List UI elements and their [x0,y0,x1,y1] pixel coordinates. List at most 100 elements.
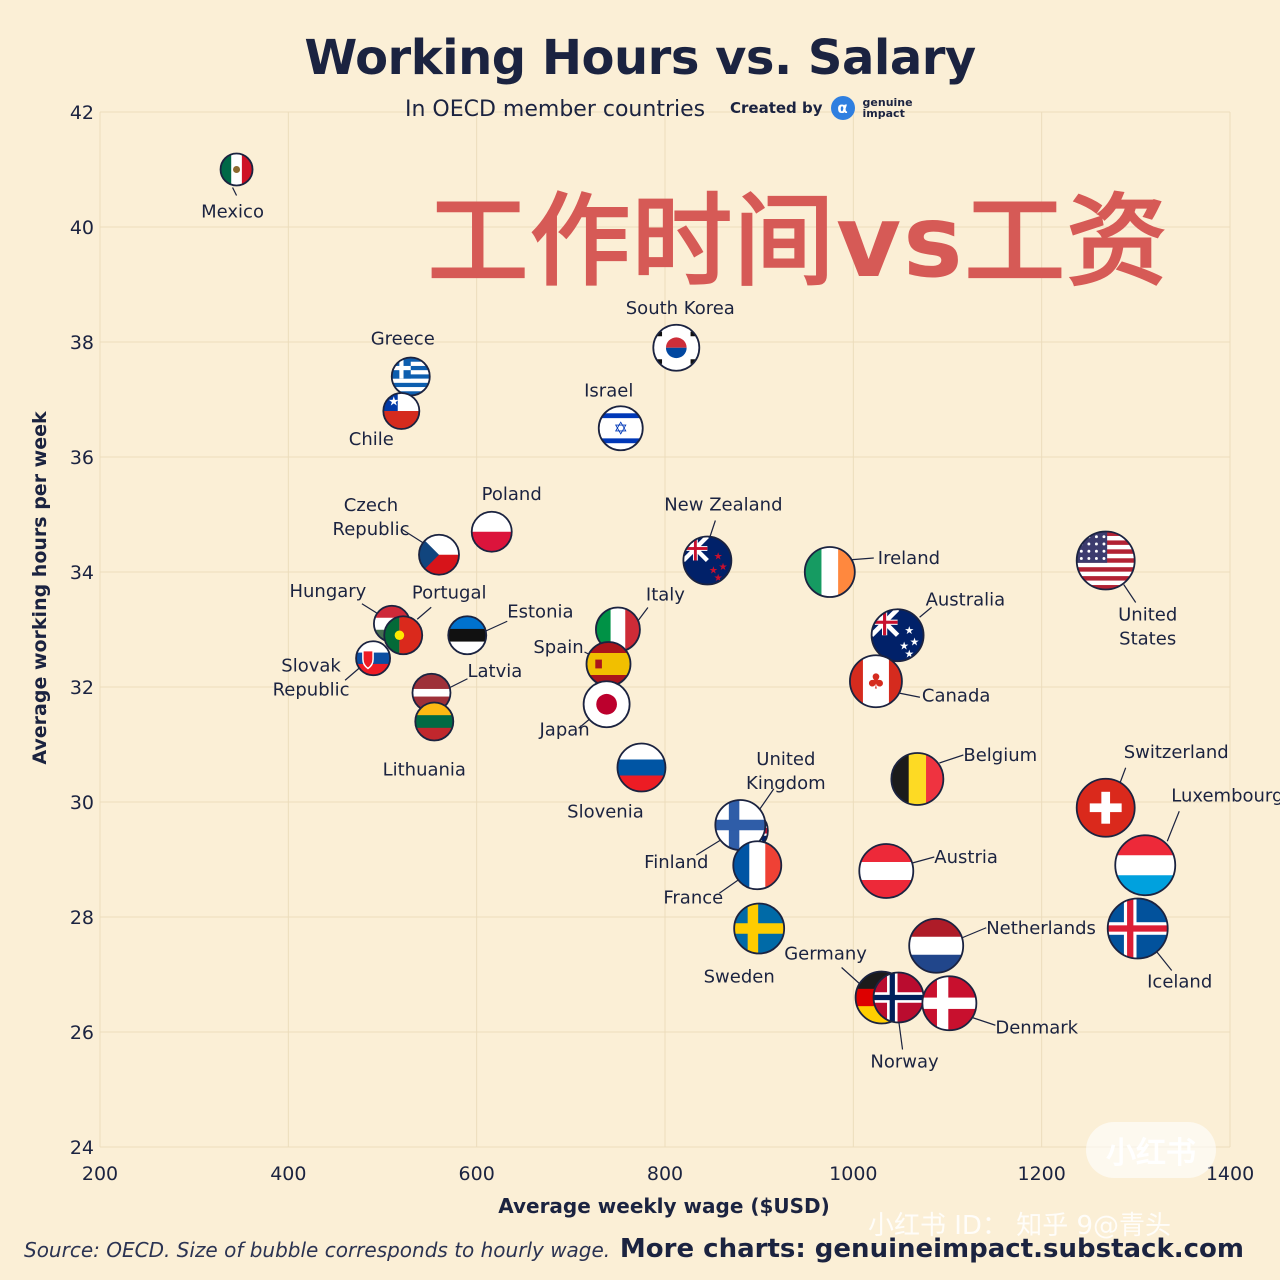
leader-line [485,620,508,632]
bubble-netherlands [908,917,965,974]
point-label-hungary: Hungary [289,581,366,602]
leader-line [912,856,935,864]
point-label-belgium: Belgium [963,745,1037,766]
point-label-israel: Israel [584,380,633,401]
leader-line [344,667,360,681]
point-label-slovak-republic: Slovak Republic [273,655,350,700]
bubble-portugal [383,615,424,656]
point-label-united-kingdom: United Kingdom [746,749,826,794]
x-tick-label: 1200 [1017,1163,1065,1185]
y-tick-label: 26 [70,1022,94,1044]
brand-name: genuine impact [862,96,913,120]
svg-text:★: ★ [904,647,914,660]
svg-text:★: ★ [709,566,718,577]
leader-line [939,754,964,764]
bubble-lithuania [414,701,455,742]
svg-text:★: ★ [388,394,399,409]
point-label-mexico: Mexico [201,202,264,223]
point-label-iceland: Iceland [1147,972,1212,993]
point-label-estonia: Estonia [507,601,573,622]
leader-line [361,603,379,615]
bubble-czech-republic [418,533,460,576]
bubble-norway [872,971,925,1024]
point-label-united-states: United States [1118,605,1177,650]
svg-text:★: ★ [899,640,909,653]
bubble-estonia [447,615,488,656]
svg-text:♣: ♣ [867,670,886,694]
leader-line [696,838,723,856]
point-label-lithuania: Lithuania [383,760,466,781]
point-label-finland: Finland [644,852,708,873]
leader-line [1123,584,1137,603]
point-label-japan: Japan [539,719,590,740]
point-label-slovenia: Slovenia [567,802,644,823]
point-label-sweden: Sweden [704,967,775,988]
bubble-italy [595,606,641,653]
y-tick-label: 30 [70,792,94,814]
leader-line [400,528,424,544]
leader-line [841,967,862,986]
leader-line [447,678,468,690]
y-tick-label: 42 [70,102,94,124]
point-label-canada: Canada [922,685,991,706]
overlay-caption: 工作时间vs工资 [428,183,1169,300]
point-label-chile: Chile [349,429,394,450]
chart-title: Working Hours vs. Salary [304,30,976,86]
bubble-slovenia [616,742,667,793]
point-label-france: France [663,887,723,908]
leader-line [899,692,921,698]
credit: Created by α genuine impact [730,96,913,120]
credit-label: Created by [730,99,823,117]
point-label-ireland: Ireland [878,548,940,569]
x-tick-label: 1000 [829,1163,877,1185]
point-label-poland: Poland [482,484,542,505]
y-tick-label: 32 [70,677,94,699]
point-label-spain: Spain [533,637,583,658]
y-axis-title: Average working hours per week [29,411,51,765]
svg-text:★: ★ [714,573,723,584]
bubble-spain [585,641,632,687]
point-label-south-korea: South Korea [626,298,735,319]
bubble-denmark [921,975,978,1032]
bubble-israel: ✡ [597,405,644,452]
bubble-south-korea [652,323,701,372]
point-label-denmark: Denmark [995,1017,1078,1038]
point-label-latvia: Latvia [467,661,522,682]
brand-logo-icon: α [830,96,855,120]
point-label-luxembourg: Luxembourg [1171,785,1280,806]
leader-line [1166,811,1180,842]
watermark-text: 小红书 ID： 知乎 9@青头 [868,1211,1172,1241]
x-tick-label: 600 [459,1163,495,1185]
leader-line [897,1019,904,1050]
bubble-canada: ♣ [849,654,903,709]
bubble-luxembourg [1114,834,1177,897]
bubble-chile: ★ [382,392,421,430]
y-tick-label: 38 [70,332,94,354]
leader-line [718,878,740,894]
point-label-germany: Germany [784,944,867,965]
leader-line [971,1016,996,1026]
y-tick-label: 28 [70,907,94,929]
x-tick-label: 400 [270,1163,306,1185]
leader-line [961,927,987,939]
watermark-badge: 小红书 [1086,1122,1216,1178]
svg-text:✡: ✡ [613,419,628,439]
svg-text:★: ★ [714,551,723,562]
y-tick-label: 40 [70,217,94,239]
point-label-new-zealand: New Zealand [664,495,782,516]
point-label-greece: Greece [371,329,435,350]
leader-line [1119,767,1127,784]
svg-text:★: ★ [904,624,914,637]
bubble-new-zealand: ★★ ★★ [682,535,733,586]
more-charts-link[interactable]: More charts: genuineimpact.substack.com [619,1234,1244,1264]
bubble-united-states [1075,530,1136,591]
bubble-greece [390,356,431,397]
leader-line [232,187,238,196]
chart-subtitle: In OECD member countries [405,97,706,122]
bubble-australia: ★★ ★★ [870,608,925,663]
point-label-norway: Norway [870,1052,939,1073]
bubble-belgium [890,752,945,806]
point-label-italy: Italy [646,585,685,606]
bubble-japan [582,680,631,729]
